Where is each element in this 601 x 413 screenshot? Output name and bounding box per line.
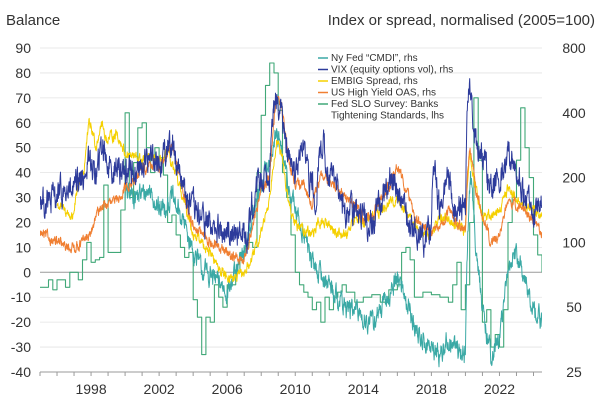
right-tick-label: 50	[566, 299, 582, 315]
x-tick-label: 2002	[144, 381, 175, 397]
legend-label-vix: VIX (equity options vol), rhs	[331, 65, 453, 76]
series-layer	[40, 62, 542, 368]
left-tick-label: 70	[15, 90, 31, 106]
right-tick-label: 25	[566, 364, 582, 380]
axis-layer: -40 -30 -20 -10 0 10 20 30 40 50 60 70 80 90 25 50 100 20…	[11, 40, 586, 397]
left-tick-label: 10	[15, 239, 31, 255]
right-tick-label: 200	[562, 170, 586, 186]
left-tick-label: -20	[11, 314, 31, 330]
x-tick-label: 2022	[484, 381, 515, 397]
left-tick-label: 0	[23, 264, 31, 280]
left-tick-label: 90	[15, 40, 31, 56]
legend-label-cmdi: Ny Fed “CMDI”, rhs	[331, 53, 418, 64]
x-tick-label: 2006	[212, 381, 243, 397]
left-tick-label: -30	[11, 339, 31, 355]
left-tick-label: 80	[15, 65, 31, 81]
legend-label-embig: EMBIG Spread, rhs	[331, 76, 418, 87]
left-tick-label: 40	[15, 165, 31, 181]
x-tick-label: 2010	[280, 381, 311, 397]
legend-label-slo: Fed SLO Survey: Banks	[331, 99, 438, 110]
left-axis-title: Balance	[6, 12, 60, 29]
left-tick-label: 30	[15, 190, 31, 206]
left-tick-label: -10	[11, 289, 31, 305]
legend-label-hy: US High Yield OAS, rhs	[331, 88, 436, 99]
series-line-hy	[40, 96, 542, 265]
right-tick-label: 800	[562, 40, 586, 56]
left-tick-label: -40	[11, 364, 31, 380]
left-tick-label: 60	[15, 115, 31, 131]
gridlines	[40, 47, 542, 373]
series-line-vix	[40, 78, 542, 258]
right-tick-label: 400	[562, 105, 586, 121]
series-line-cmdi	[124, 128, 542, 368]
x-tick-label: 2014	[348, 381, 379, 397]
x-tick-label: 1998	[75, 381, 106, 397]
x-tick-label: 2018	[416, 381, 447, 397]
legend-label-slo_cont: Tightening Standards, lhs	[331, 111, 444, 122]
left-tick-label: 50	[15, 140, 31, 156]
left-tick-label: 20	[15, 214, 31, 230]
right-axis-title: Index or spread, normalised (2005=100)	[328, 12, 595, 29]
right-tick-label: 100	[562, 234, 586, 250]
